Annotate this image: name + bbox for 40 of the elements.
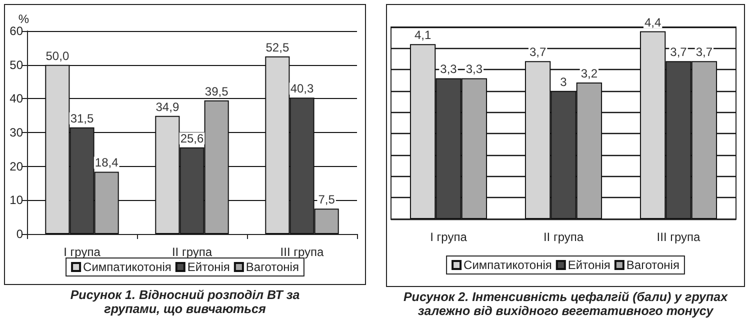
data-label: 3,3 <box>440 62 458 76</box>
y-tick-label: 10 <box>10 193 24 208</box>
data-label: 18,4 <box>94 156 119 170</box>
data-label: 31,5 <box>70 111 94 126</box>
x-tick-label: II група <box>172 245 212 259</box>
data-label: 3,7 <box>696 45 713 60</box>
data-label: 52,5 <box>266 40 290 54</box>
data-label: 4,1 <box>414 28 432 42</box>
data-label: 3,2 <box>580 66 598 80</box>
legend-label: Ейтонія <box>568 258 610 272</box>
text: Рисунок 2. Інтенсивність цефалгій (бали) у групах залежно від вихідного вегетативного тонусу <box>402 290 729 318</box>
y-tick-label: 0 <box>16 227 24 241</box>
y-tick-label: 50 <box>10 58 24 72</box>
data-label: 34,9 <box>156 100 180 114</box>
y-tick-label: 60 <box>10 24 24 38</box>
data-label: 3,7 <box>529 45 546 60</box>
legend-label: Ваготонія <box>246 260 299 274</box>
legend-label: Ваготонія <box>626 258 680 272</box>
x-tick-label: II група <box>543 230 584 244</box>
legend-label: Симпатикотонія <box>464 258 552 272</box>
x-tick-label: III група <box>656 230 701 244</box>
text: Рисунок 1. Відносний розподіл ВТ за групами, що вивчаються <box>69 288 301 316</box>
legend-label: Симпатикотонія <box>83 260 172 274</box>
y-axis-title: % <box>18 12 30 26</box>
legend-label: Ейтонія <box>187 260 230 274</box>
data-label: 3,7 <box>670 45 688 60</box>
data-label: 50,0 <box>46 48 70 63</box>
data-label: 7,5 <box>318 192 336 207</box>
data-label: 3,3 <box>466 62 483 76</box>
x-tick-label: I група <box>430 230 468 244</box>
y-tick-label: 20 <box>10 159 24 174</box>
data-label: 40,3 <box>290 82 314 96</box>
data-label: 39,5 <box>204 84 229 98</box>
data-label: 25,6 <box>180 131 204 146</box>
x-tick-label: III група <box>280 245 324 259</box>
data-label: 4,4 <box>644 15 662 30</box>
y-tick-label: 40 <box>10 92 24 106</box>
data-label: 3 <box>560 75 568 89</box>
y-tick-label: 30 <box>10 126 24 140</box>
x-tick-label: I група <box>64 245 101 259</box>
